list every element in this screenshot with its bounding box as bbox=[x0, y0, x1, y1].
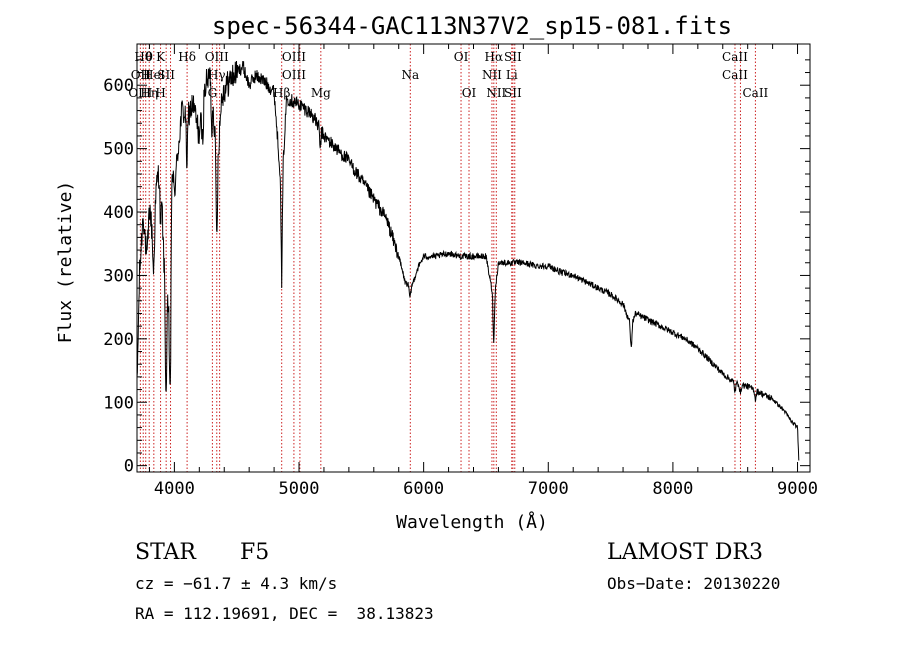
y-axis-label: Flux (relative) bbox=[55, 181, 76, 344]
line-label: H bbox=[140, 68, 150, 82]
object-subclass: F5 bbox=[240, 540, 270, 565]
y-tick-label: 100 bbox=[103, 393, 134, 413]
line-label: G bbox=[208, 86, 218, 100]
x-tick-label: 6000 bbox=[403, 479, 444, 499]
line-label: CaII bbox=[722, 50, 748, 64]
line-label: NII bbox=[482, 68, 502, 82]
line-label: NII bbox=[486, 86, 506, 100]
line-label: CaII bbox=[742, 86, 768, 100]
line-label: OI bbox=[462, 86, 477, 100]
y-tick-label: 500 bbox=[103, 140, 134, 160]
line-label: OI bbox=[454, 50, 469, 64]
line-label: SII bbox=[504, 86, 522, 100]
line-label: K bbox=[156, 50, 166, 64]
line-label: Hγ bbox=[208, 68, 226, 82]
chart-title: spec-56344-GAC113N37V2_sp15-081.fits bbox=[212, 12, 732, 40]
y-tick-label: 400 bbox=[103, 203, 134, 223]
line-label: Hβ bbox=[273, 86, 290, 100]
line-label: Hη bbox=[140, 86, 158, 100]
x-tick-label: 4000 bbox=[154, 479, 195, 499]
emission-line-labels: OIIOIIIHθHθHηHelKHSIIHδGOIIIHγHβOIIIOIII… bbox=[128, 50, 768, 100]
line-label: OIII bbox=[282, 68, 306, 82]
observation-date: Obs−Date: 20130220 bbox=[607, 574, 781, 593]
coordinates: RA = 112.19691, DEC = 38.13823 bbox=[135, 604, 434, 623]
line-label: OIII bbox=[128, 86, 152, 100]
y-tick-label: 200 bbox=[103, 330, 134, 350]
x-tick-label: 8000 bbox=[652, 479, 693, 499]
line-label: Hδ bbox=[178, 50, 196, 64]
emission-line-markers bbox=[139, 44, 756, 472]
x-tick-label: 9000 bbox=[777, 479, 818, 499]
line-label: θ bbox=[146, 50, 153, 64]
line-label: Hα bbox=[485, 50, 504, 64]
y-tick-label: 300 bbox=[103, 266, 134, 286]
line-label: Hel bbox=[143, 68, 165, 82]
axis-ticks: 4000 5000 6000 7000 8000 9000 0 100 200 300 400 500… bbox=[103, 44, 818, 499]
redshift-velocity: cz = −61.7 ± 4.3 km/s bbox=[135, 574, 338, 593]
line-label: SII bbox=[157, 68, 175, 82]
line-label: SII bbox=[504, 50, 522, 64]
survey-name: LAMOST DR3 bbox=[607, 540, 763, 565]
x-tick-label: 5000 bbox=[279, 479, 320, 499]
line-label: Na bbox=[401, 68, 419, 82]
x-tick-label: 7000 bbox=[528, 479, 569, 499]
y-tick-label: 0 bbox=[124, 457, 134, 477]
line-label: Li bbox=[506, 68, 518, 82]
x-axis-label: Wavelength (Å) bbox=[396, 511, 548, 533]
y-tick-label: 600 bbox=[103, 76, 134, 96]
line-label: Hθ bbox=[134, 50, 152, 64]
line-label: OIII bbox=[282, 50, 306, 64]
line-label: H bbox=[155, 86, 165, 100]
line-label: Mg bbox=[311, 86, 331, 100]
line-label: OIII bbox=[205, 50, 229, 64]
line-label: OII bbox=[131, 68, 151, 82]
object-class: STAR bbox=[135, 540, 196, 565]
spectrum-line bbox=[136, 60, 800, 461]
line-label: CaII bbox=[722, 68, 748, 82]
